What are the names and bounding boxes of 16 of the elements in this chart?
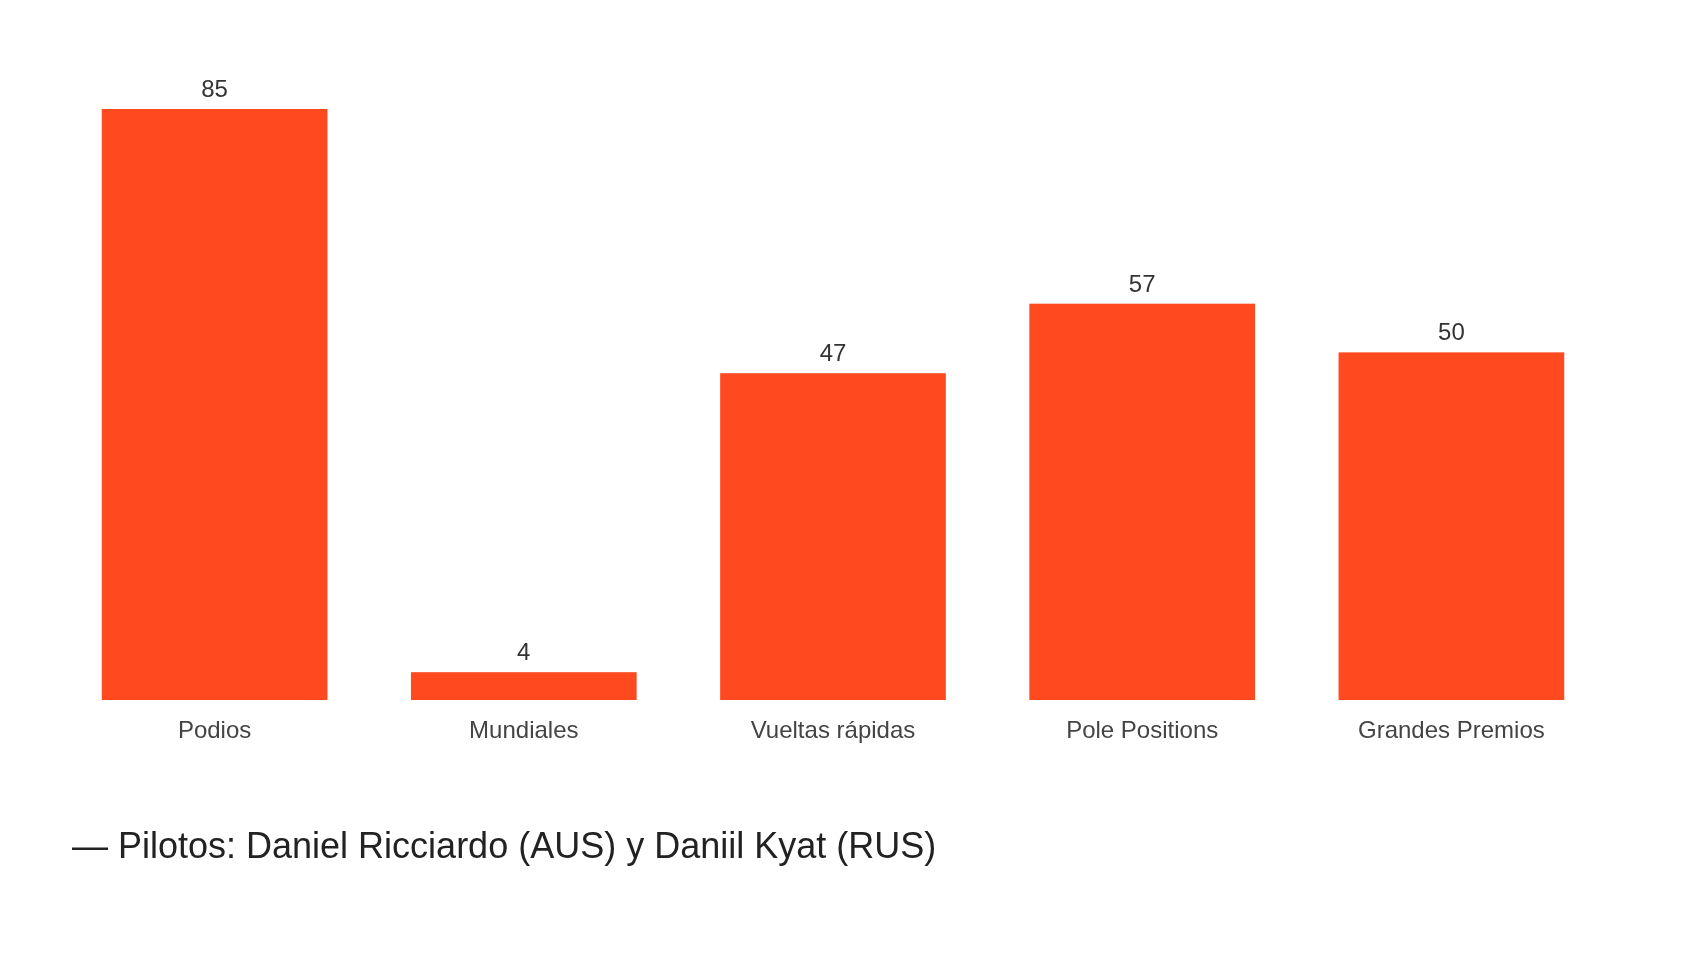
- data-label: 4: [517, 638, 531, 666]
- data-label: 47: [819, 339, 847, 367]
- data-label: 57: [1128, 269, 1156, 297]
- x-tick-label: Podios: [177, 716, 252, 743]
- x-tick-label: Grandes Premios: [1358, 716, 1545, 743]
- x-tick-label: Mundiales: [469, 716, 579, 743]
- bar: [101, 109, 328, 700]
- bar: [410, 672, 637, 700]
- data-label: 85: [201, 75, 228, 102]
- bar: [720, 373, 946, 700]
- text: — Pilotos: Daniel Ricciardo (AUS) y Daniil Kyat (RUS): [72, 825, 937, 866]
- x-tick-label: Pole Positions: [1066, 716, 1219, 743]
- bar: [1338, 352, 1565, 700]
- bar: [1029, 303, 1256, 700]
- x-tick-label: Vueltas rápidas: [750, 716, 916, 743]
- data-label: 50: [1438, 318, 1465, 346]
